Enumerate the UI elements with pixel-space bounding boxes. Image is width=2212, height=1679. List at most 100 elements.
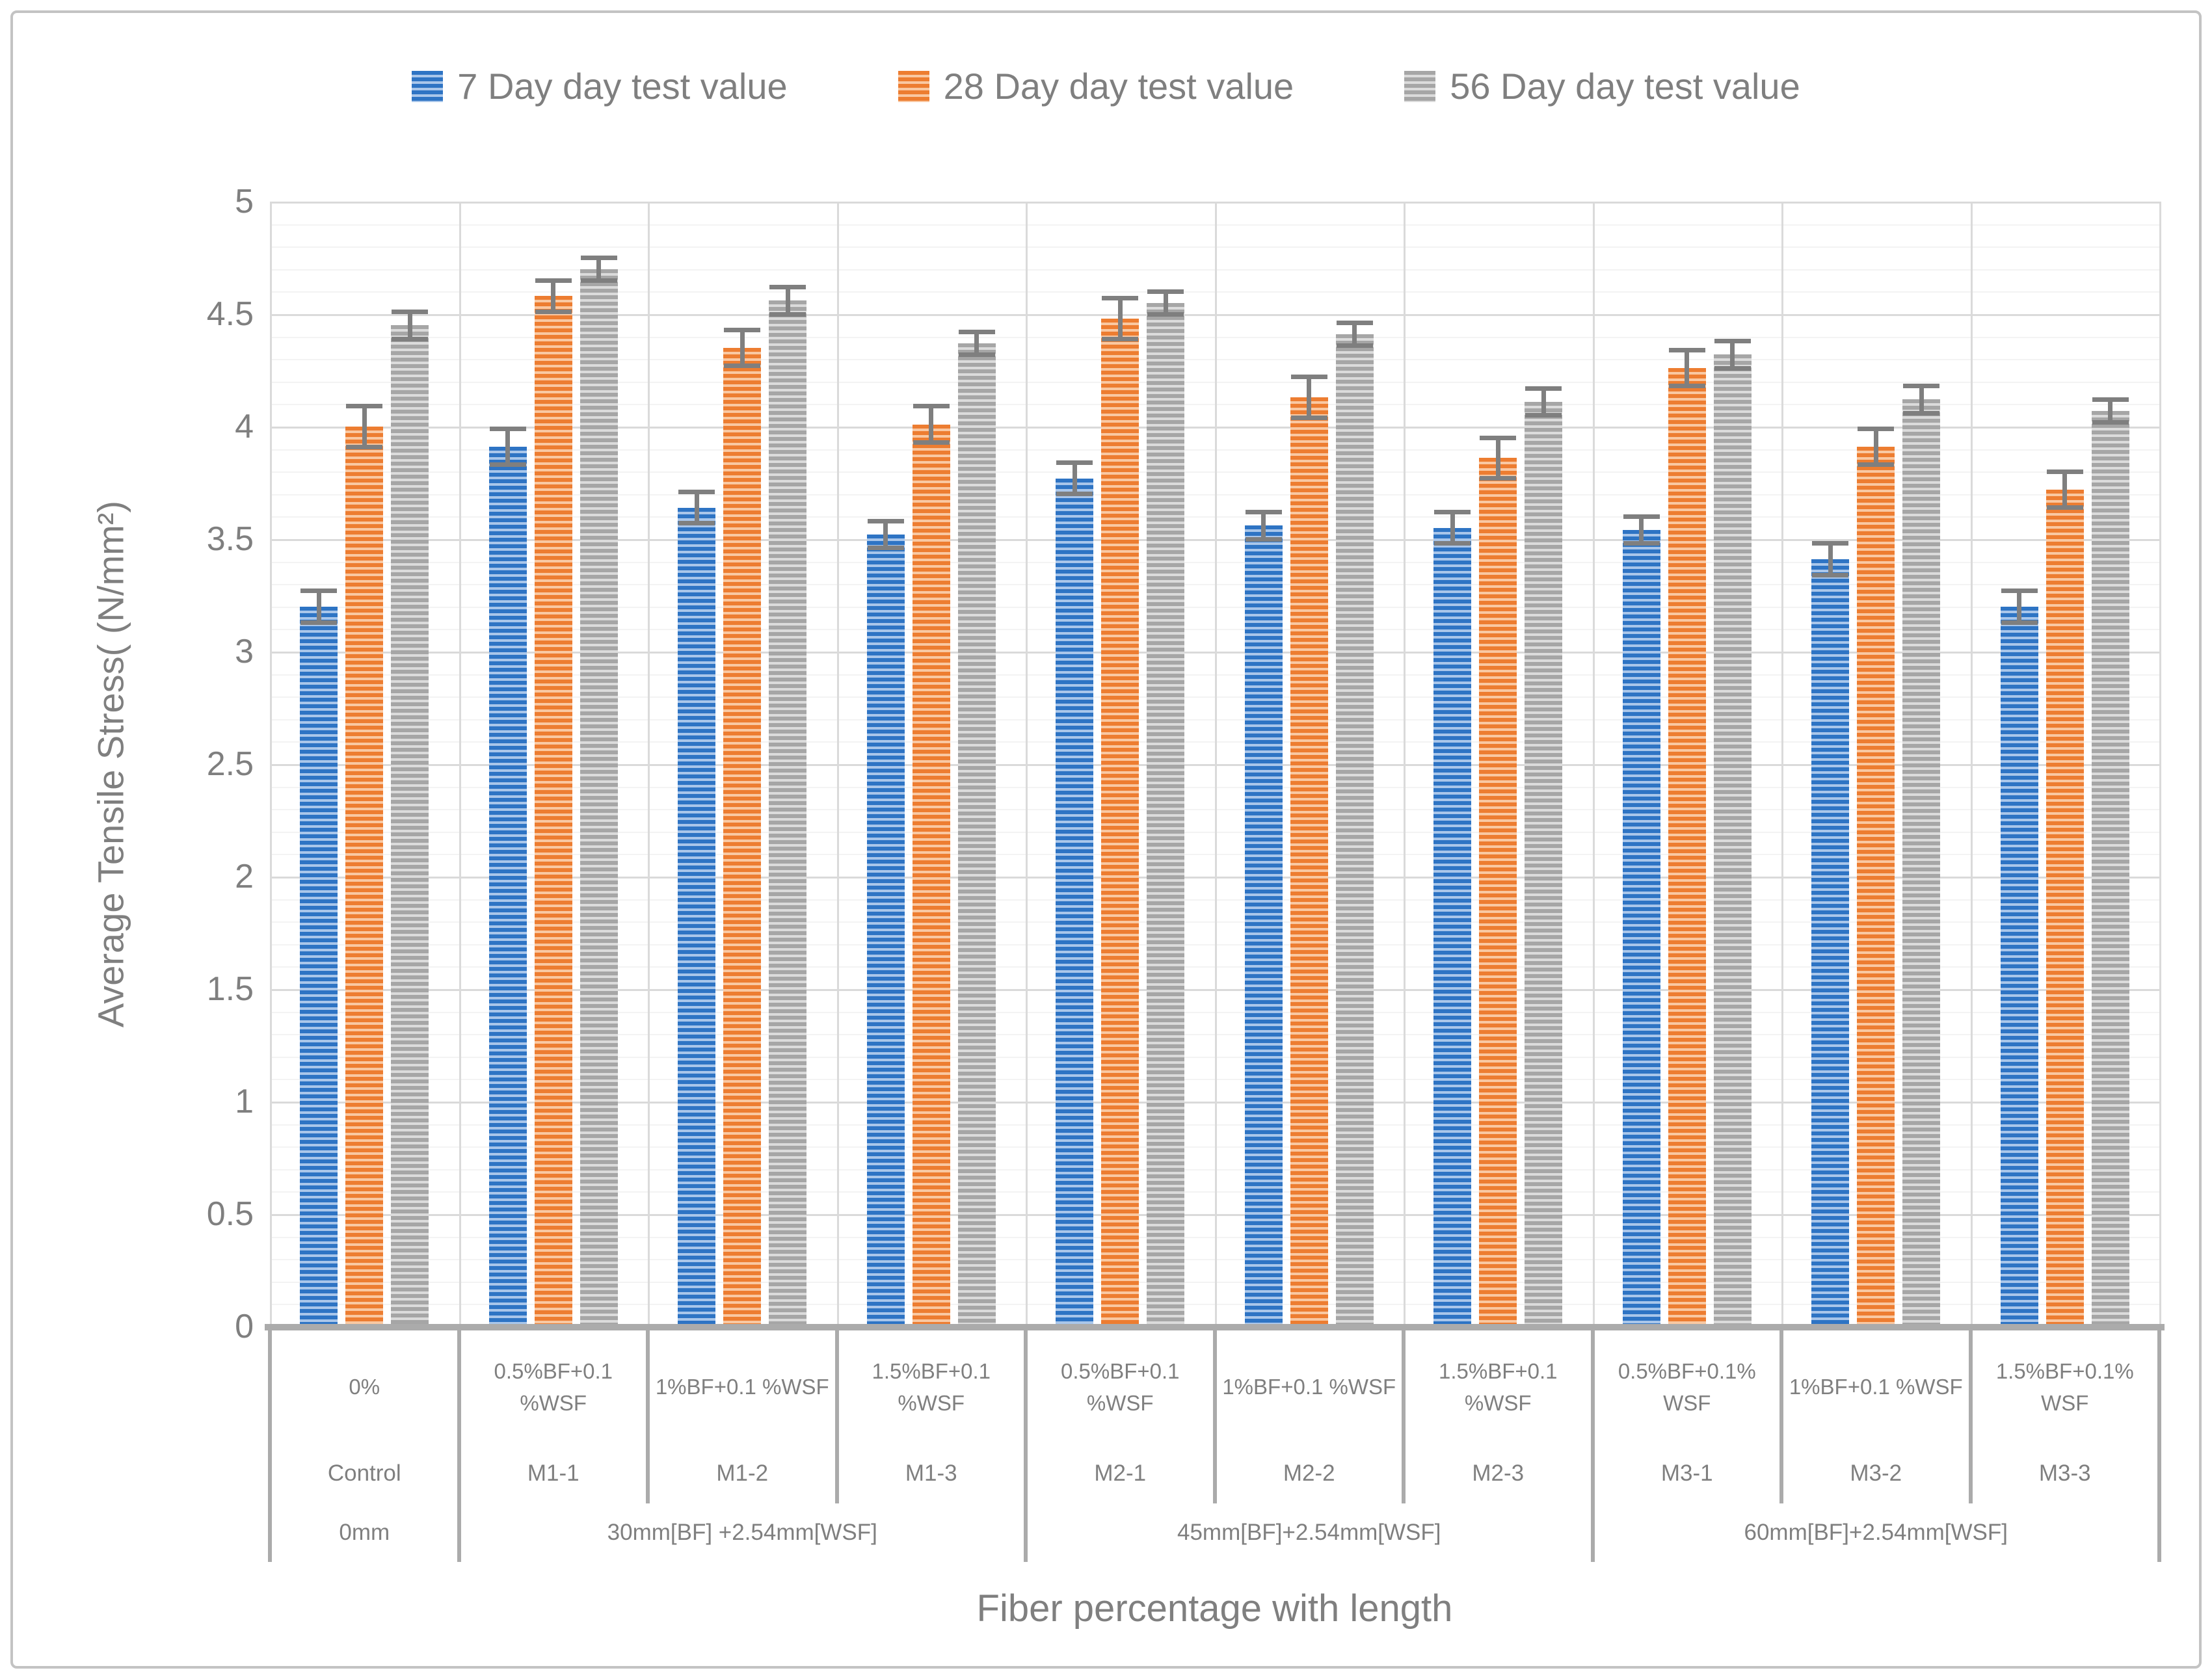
legend-item-3[interactable]: 56 Day day test value — [1404, 65, 1800, 107]
bar-M3-1-series2 — [1668, 368, 1706, 1327]
error-bar-cap — [300, 588, 338, 594]
error-bar — [1495, 438, 1500, 479]
x-axis-title: Fiber percentage with length — [976, 1587, 1453, 1630]
bar-M2-3-series3 — [1525, 401, 1563, 1327]
error-bar-cap — [535, 310, 572, 315]
bar-M1-3-series3 — [957, 343, 996, 1327]
legend-marker-icon — [1404, 70, 1436, 102]
bar-M1-3-series1 — [866, 535, 905, 1327]
y-tick-label: 3 — [235, 633, 254, 670]
error-bar-cap — [580, 256, 617, 260]
category-pct-label: 0.5%BF+0.1 %WSF — [459, 1330, 648, 1444]
error-bar-cap — [2046, 505, 2083, 510]
error-bar-cap — [535, 278, 572, 283]
error-bar-cap — [678, 489, 715, 494]
error-bar-cap — [1056, 492, 1093, 497]
y-tick-label: 2 — [235, 858, 254, 895]
error-bar-cap — [769, 311, 806, 317]
y-tick-label: 1 — [235, 1083, 254, 1120]
bar-M2-1-series2 — [1101, 318, 1139, 1327]
category-mix-label: M2-2 — [1283, 1461, 1335, 1486]
category-mix-label: M2-3 — [1472, 1461, 1525, 1486]
legend-item-2[interactable]: 28 Day day test value — [898, 65, 1294, 107]
error-bar-cap — [2046, 469, 2083, 474]
y-tick-label: 1.5 — [206, 970, 254, 1008]
error-bar-cap — [1102, 296, 1139, 301]
error-bar-cap — [1623, 541, 1660, 546]
bar-M1-1-series3 — [580, 269, 618, 1327]
error-bar-cap — [769, 284, 806, 289]
table-group-border — [268, 1328, 272, 1562]
error-bar — [974, 332, 979, 355]
error-bar-cap — [580, 278, 617, 283]
table-cell-border — [1968, 1328, 1973, 1503]
category-pct-label: 1.5%BF+0.1%WSF — [1971, 1330, 2160, 1444]
legend-item-1[interactable]: 7 Day day test value — [412, 65, 788, 107]
y-tick-label: 0 — [235, 1308, 254, 1345]
category-pct-line: 0% — [349, 1375, 380, 1399]
category-pct-line: WSF — [2041, 1391, 2089, 1415]
error-bar-cap — [1714, 365, 1751, 371]
table-cell-border — [834, 1328, 839, 1503]
category-pct-label: 1.5%BF+0.1 %WSF — [1404, 1330, 1593, 1444]
error-bar-cap — [1147, 289, 1184, 294]
category-gridline — [270, 202, 272, 1327]
y-tick-label: 0.5 — [206, 1195, 254, 1233]
error-bar-cap — [1903, 410, 1940, 416]
category-pct-label: 0% — [270, 1330, 459, 1444]
error-bar-cap — [1434, 509, 1471, 514]
bar-M3-3-series3 — [2091, 410, 2129, 1327]
category-pct-line: %WSF — [1086, 1391, 1154, 1415]
category-pct-line: 1%BF+0.1 %WSF — [1222, 1375, 1396, 1399]
chart-legend: 7 Day day test value 28 Day day test valu… — [0, 65, 2212, 107]
y-tick-label: 3.5 — [206, 520, 254, 558]
legend-marker-icon — [898, 70, 929, 102]
error-bar-cap — [2001, 588, 2038, 594]
table-group-border — [457, 1328, 461, 1562]
category-gridline — [1404, 202, 1406, 1327]
bar-M3-1-series3 — [1713, 354, 1752, 1327]
category-pct-line: 0.5%BF+0.1 — [494, 1358, 613, 1383]
category-gridline — [1026, 202, 1028, 1327]
category-pct-line: %WSF — [898, 1391, 965, 1415]
error-bar-cap — [300, 620, 338, 625]
error-bar-cap — [392, 336, 429, 341]
error-bar — [1828, 543, 1833, 575]
y-tick-label: 4 — [235, 408, 254, 445]
error-bar-cap — [1336, 343, 1373, 348]
category-gridline — [1214, 202, 1217, 1327]
error-bar-cap — [867, 546, 904, 551]
category-pct-line: 1%BF+0.1 %WSF — [1789, 1375, 1963, 1399]
error-bar-cap — [913, 404, 950, 409]
category-length-label: 0mm — [339, 1520, 390, 1545]
category-pct-line: %WSF — [1464, 1391, 1532, 1415]
category-pct-label: 1%BF+0.1 %WSF — [1215, 1330, 1404, 1444]
legend-marker-icon — [412, 70, 444, 102]
error-bar — [1261, 512, 1266, 539]
category-length-label: 60mm[BF]+2.54mm[WSF] — [1744, 1520, 2008, 1545]
y-tick-label: 4.5 — [206, 295, 254, 333]
bar-M2-2-series1 — [1244, 525, 1283, 1327]
error-bar — [1730, 341, 1735, 369]
bar-M1-1-series2 — [534, 296, 572, 1327]
category-gridline — [1592, 202, 1595, 1327]
bar-M3-2-series3 — [1902, 399, 1941, 1327]
bar-Control-series1 — [300, 606, 338, 1327]
category-pct-label: 1%BF+0.1 %WSF — [648, 1330, 837, 1444]
error-bar-cap — [1623, 514, 1660, 519]
error-bar-cap — [1858, 426, 1895, 431]
category-pct-line: 1.5%BF+0.1 — [1438, 1358, 1558, 1383]
error-bar — [2017, 590, 2022, 623]
plot-area — [270, 202, 2161, 1327]
error-bar-cap — [724, 327, 761, 332]
error-bar-cap — [1668, 384, 1705, 389]
category-pct-label: 1.5%BF+0.1%WSF — [837, 1330, 1026, 1444]
error-bar-cap — [958, 330, 995, 335]
table-cell-border — [1212, 1328, 1217, 1503]
category-gridline — [1970, 202, 1973, 1327]
bar-M2-2-series3 — [1335, 334, 1374, 1327]
error-bar — [407, 311, 412, 339]
bar-Control-series3 — [391, 325, 429, 1327]
y-axis-title: Average Tensile Stress( (N/mm²) — [90, 500, 131, 1028]
category-mix-label: M3-3 — [2038, 1461, 2091, 1486]
